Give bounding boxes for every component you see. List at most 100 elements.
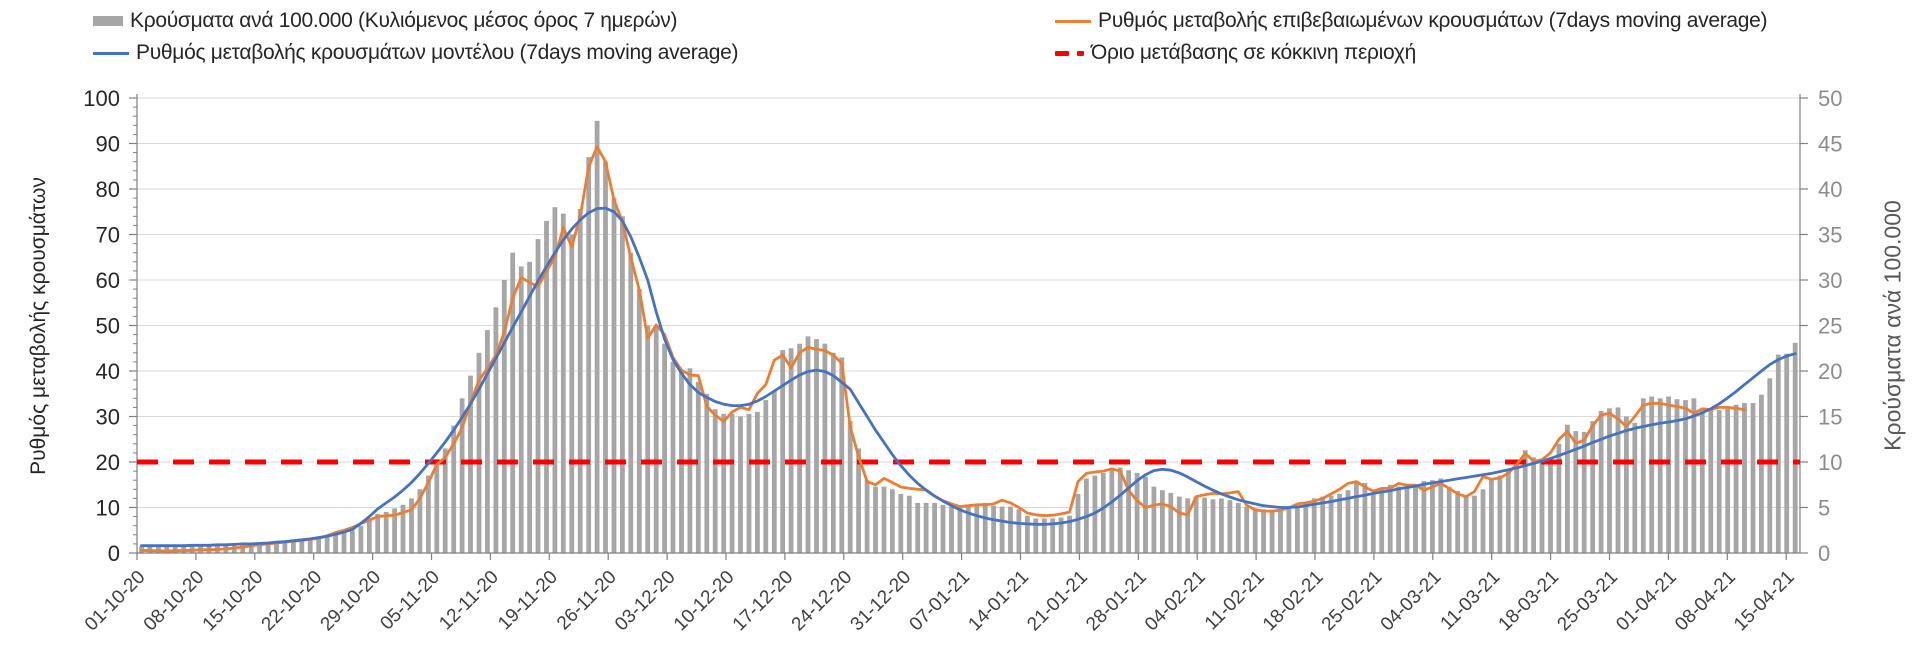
bar: [1160, 490, 1165, 553]
bar: [1126, 470, 1131, 553]
bar: [1505, 470, 1511, 553]
legend-item-model-rate: Ρυθμός μεταβολής κρουσμάτων μοντέλου (7d…: [93, 41, 739, 65]
bar: [1185, 498, 1191, 553]
bar: [333, 534, 338, 553]
x-tick-label: 11-03-21: [1437, 567, 1505, 635]
bar: [695, 381, 701, 553]
y-left-tick-label: 60: [96, 268, 120, 293]
bar: [1640, 398, 1646, 553]
bar: [1176, 496, 1182, 553]
bar: [1219, 498, 1224, 553]
bar: [1750, 402, 1756, 553]
legend-label: Κρούσματα ανά 100.000 (Κυλιόμενος μέσος …: [130, 9, 678, 32]
bar: [1151, 486, 1157, 553]
bar: [1396, 486, 1401, 553]
x-tick-label: 25-03-21: [1553, 567, 1622, 636]
y-left-tick-label: 80: [96, 177, 120, 202]
bar: [1008, 506, 1013, 553]
bar: [1328, 495, 1334, 553]
y-left-tick-label: 10: [96, 496, 120, 521]
bar: [881, 486, 887, 553]
bar: [1590, 421, 1596, 553]
bar: [1615, 407, 1621, 553]
bar: [906, 495, 912, 553]
x-tick-label: 18-03-21: [1495, 567, 1564, 636]
y-left-tick-label: 40: [96, 359, 120, 384]
bar: [400, 504, 406, 553]
bar: [1607, 408, 1612, 553]
bar: [620, 216, 625, 554]
bar: [974, 504, 980, 553]
bar: [822, 343, 828, 553]
bar: [991, 505, 996, 553]
bar: [771, 391, 777, 553]
bar: [1261, 509, 1266, 553]
legend-item-confirmed-rate: Ρυθμός μεταβολής επιβεβαιωμένων κρουσμάτ…: [1055, 9, 1768, 33]
bar: [1514, 463, 1520, 553]
y-left-tick-label: 90: [96, 132, 120, 157]
bar: [375, 513, 381, 553]
bar: [603, 161, 608, 553]
bar: [560, 213, 566, 553]
y-left-tick-label: 0: [108, 541, 120, 566]
y-right-tick-label: 40: [1818, 177, 1842, 202]
y-right-tick-label: 0: [1818, 541, 1830, 566]
bar: [1235, 502, 1241, 553]
bar: [358, 525, 364, 553]
bar: [932, 502, 937, 553]
y-right-tick-label: 45: [1818, 132, 1842, 157]
bar: [282, 542, 288, 553]
bar: [712, 409, 718, 553]
bar: [1168, 492, 1174, 553]
bar: [847, 421, 853, 553]
bar: [1548, 459, 1553, 553]
bar: [1539, 461, 1545, 553]
bar: [898, 493, 904, 553]
x-tick-label: 04-02-21: [1141, 567, 1210, 636]
legend-label: Ρυθμός μεταβολής επιβεβαιωμένων κρουσμάτ…: [1098, 9, 1768, 32]
x-tick-label: 28-01-21: [1082, 567, 1151, 636]
bar: [746, 413, 752, 553]
bar: [577, 209, 583, 553]
x-tick-label: 08-10-20: [140, 567, 209, 636]
y-left-tick-label: 20: [96, 450, 120, 475]
bar: [1067, 515, 1072, 553]
bar: [350, 530, 355, 554]
x-tick-label: 31-12-20: [847, 567, 916, 636]
bar: [1252, 508, 1258, 553]
bar: [1193, 496, 1199, 553]
bar: [1699, 410, 1705, 553]
bar: [1624, 416, 1629, 553]
bar: [485, 330, 490, 553]
bar: [1446, 486, 1452, 553]
bar: [1767, 378, 1773, 553]
bar: [257, 543, 262, 553]
x-tick-label: 29-10-20: [317, 567, 386, 636]
x-tick-label: 01-10-20: [81, 567, 150, 636]
bar: [383, 512, 389, 553]
bar: [1691, 398, 1697, 553]
bar: [1666, 396, 1671, 553]
bar: [1311, 498, 1317, 553]
bar: [662, 343, 667, 553]
bar: [1455, 491, 1461, 553]
bar: [274, 543, 279, 553]
bar: [1109, 468, 1115, 553]
bar: [1143, 476, 1148, 553]
bar: [1463, 494, 1469, 553]
bar: [814, 339, 819, 553]
bar: [1016, 509, 1022, 553]
bar: [510, 252, 516, 553]
bar: [940, 504, 946, 553]
bar: [982, 502, 988, 553]
bar: [586, 157, 592, 553]
bar: [780, 350, 786, 553]
bar: [1370, 492, 1376, 553]
bar: [965, 505, 971, 553]
y-right-tick-label: 15: [1818, 405, 1842, 430]
bar-swatch-icon: [93, 16, 123, 26]
bar: [1531, 457, 1536, 553]
bar: [755, 411, 760, 553]
confirmed-line: [140, 145, 1746, 553]
bar: [1792, 342, 1798, 553]
